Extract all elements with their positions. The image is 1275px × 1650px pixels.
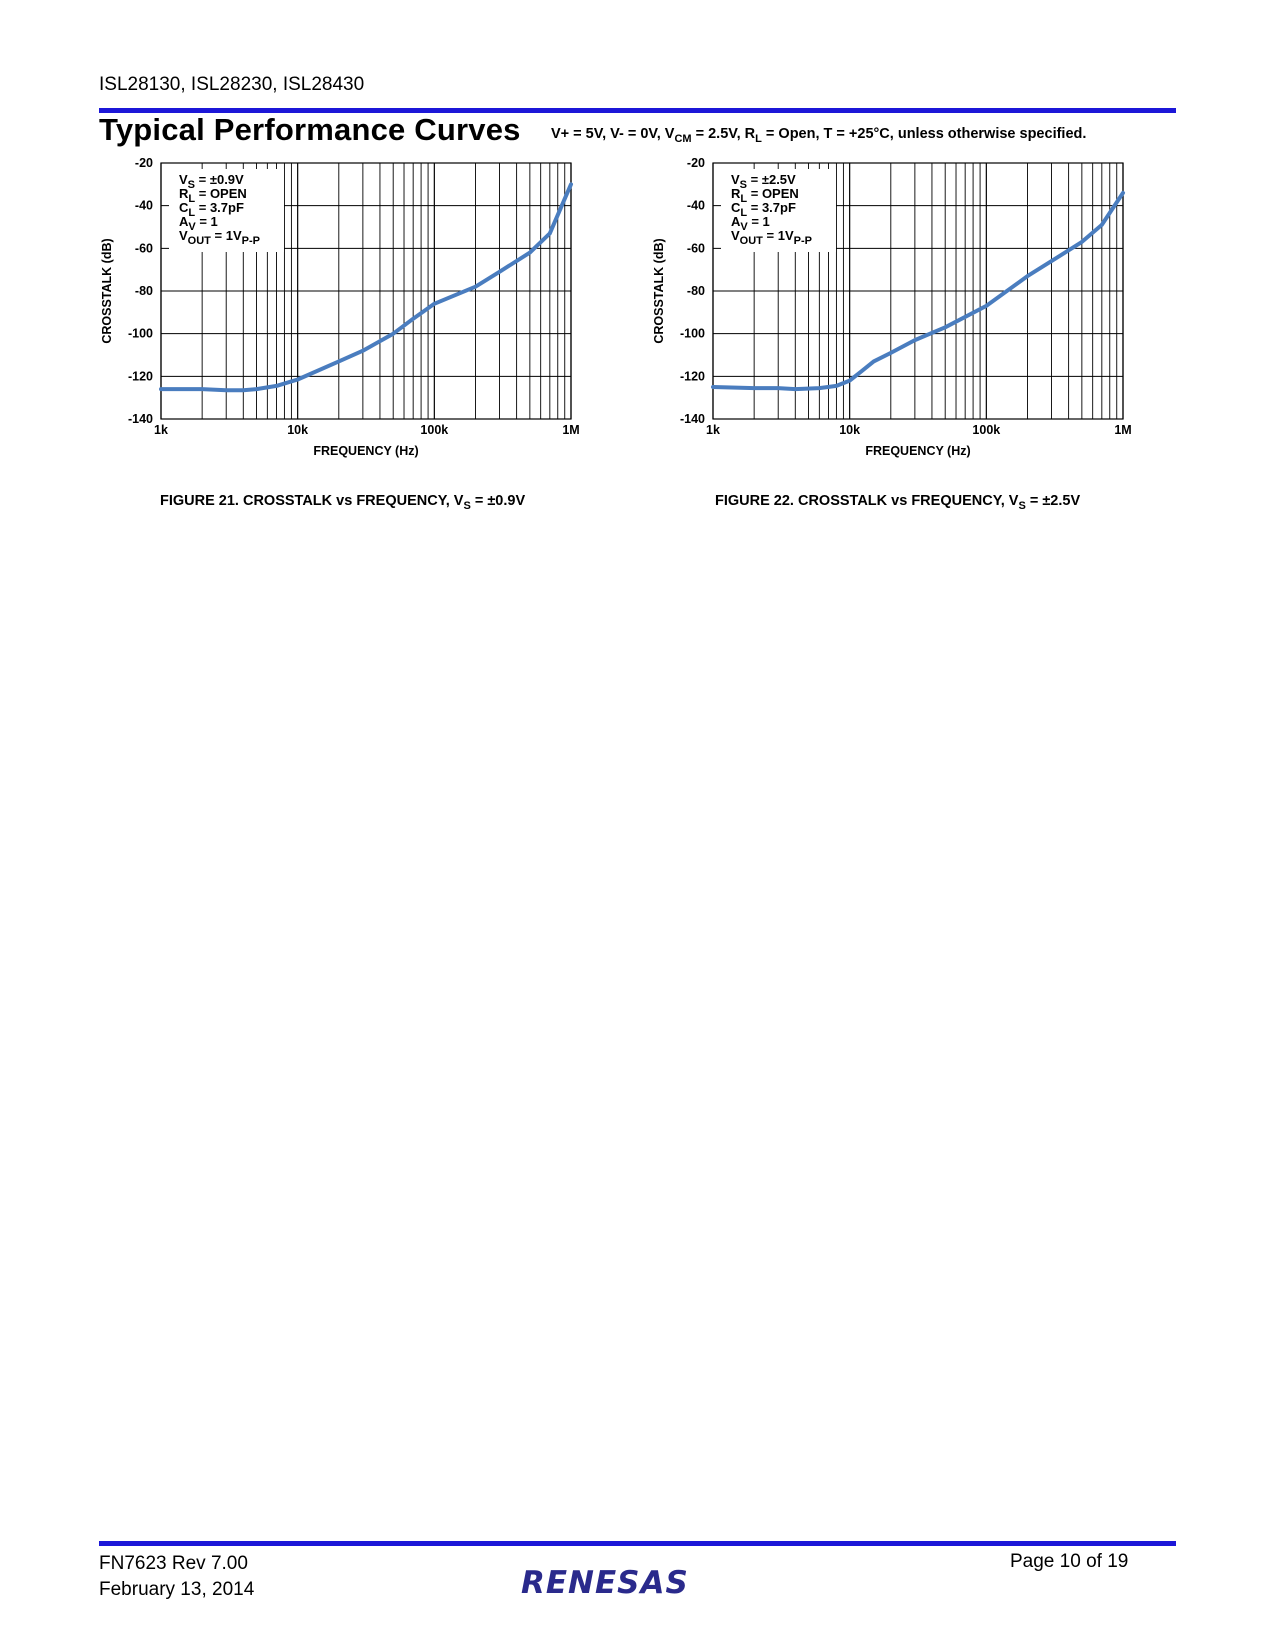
x-tick-label: 1M bbox=[562, 423, 579, 437]
x-tick-label: 100k bbox=[420, 423, 448, 437]
y-tick-label: -40 bbox=[687, 199, 705, 213]
x-axis-label: FREQUENCY (Hz) bbox=[313, 444, 418, 458]
crosstalk-chart-vs-0p9: VS = ±0.9V RL = OPEN CL = 3.7pF AV = 1 VOUT … bbox=[99, 156, 619, 480]
crosstalk-curve bbox=[159, 182, 573, 393]
footer-doc-info: FN7623 Rev 7.00 February 13, 2014 bbox=[99, 1551, 254, 1603]
y-tick-label: -80 bbox=[687, 284, 705, 298]
condition-label: AV = 1 bbox=[179, 214, 218, 233]
condition-label: VOUT = 1VP-P bbox=[731, 228, 812, 247]
condition-label: AV = 1 bbox=[731, 214, 770, 233]
x-tick-label: 1k bbox=[154, 423, 168, 437]
figure-21-caption: FIGURE 21. CROSSTALK vs FREQUENCY, VS = … bbox=[160, 493, 526, 512]
conditions-box bbox=[721, 169, 836, 252]
y-tick-label: -120 bbox=[680, 369, 705, 383]
y-tick-label: -120 bbox=[128, 369, 153, 383]
condition-label: CL = 3.7pF bbox=[731, 200, 796, 219]
condition-label: RL = OPEN bbox=[179, 186, 247, 205]
y-tick-label: -60 bbox=[687, 241, 705, 255]
x-tick-label: 10k bbox=[287, 423, 308, 437]
y-tick-label: -100 bbox=[680, 327, 705, 341]
condition-label: VOUT = 1VP-P bbox=[179, 228, 260, 247]
y-tick-label: -20 bbox=[135, 156, 153, 170]
condition-label: CL = 3.7pF bbox=[179, 200, 244, 219]
conditions-box bbox=[169, 169, 284, 252]
test-conditions: V+ = 5V, V- = 0V, VCM = 2.5V, RL = Open,… bbox=[551, 126, 1087, 145]
figure-22-caption: FIGURE 22. CROSSTALK vs FREQUENCY, VS = … bbox=[715, 493, 1081, 512]
doc-date: February 13, 2014 bbox=[99, 1579, 255, 1600]
doc-revision: FN7623 Rev 7.00 bbox=[99, 1553, 248, 1574]
header-rule bbox=[99, 108, 1176, 113]
page-number: Page 10 of 19 bbox=[1010, 1551, 1129, 1572]
y-tick-label: -60 bbox=[135, 241, 153, 255]
crosstalk-chart-vs-2p5: VS = ±2.5V RL = OPEN CL = 3.7pF AV = 1 VOUT … bbox=[651, 156, 1171, 480]
crosstalk-curve bbox=[711, 190, 1125, 392]
x-tick-label: 10k bbox=[839, 423, 860, 437]
renesas-logo: RENESAS bbox=[517, 1564, 722, 1605]
x-tick-label: 1k bbox=[706, 423, 720, 437]
y-tick-label: -140 bbox=[128, 412, 153, 426]
footer-rule bbox=[99, 1541, 1176, 1546]
x-tick-label: 100k bbox=[972, 423, 1000, 437]
x-axis-label: FREQUENCY (Hz) bbox=[865, 444, 970, 458]
y-axis-label: CROSSTALK (dB) bbox=[652, 238, 666, 343]
y-tick-label: -140 bbox=[680, 412, 705, 426]
y-tick-label: -40 bbox=[135, 199, 153, 213]
logo-wordmark: RENESAS bbox=[521, 1565, 689, 1600]
part-numbers: ISL28130, ISL28230, ISL28430 bbox=[99, 74, 365, 95]
y-tick-label: -80 bbox=[135, 284, 153, 298]
condition-label: RL = OPEN bbox=[731, 186, 799, 205]
y-tick-label: -20 bbox=[687, 156, 705, 170]
condition-label: VS = ±0.9V bbox=[179, 172, 244, 191]
y-axis-label: CROSSTALK (dB) bbox=[100, 238, 114, 343]
x-tick-label: 1M bbox=[1114, 423, 1131, 437]
y-tick-label: -100 bbox=[128, 327, 153, 341]
section-title: Typical Performance Curves bbox=[99, 112, 521, 147]
condition-label: VS = ±2.5V bbox=[731, 172, 796, 191]
